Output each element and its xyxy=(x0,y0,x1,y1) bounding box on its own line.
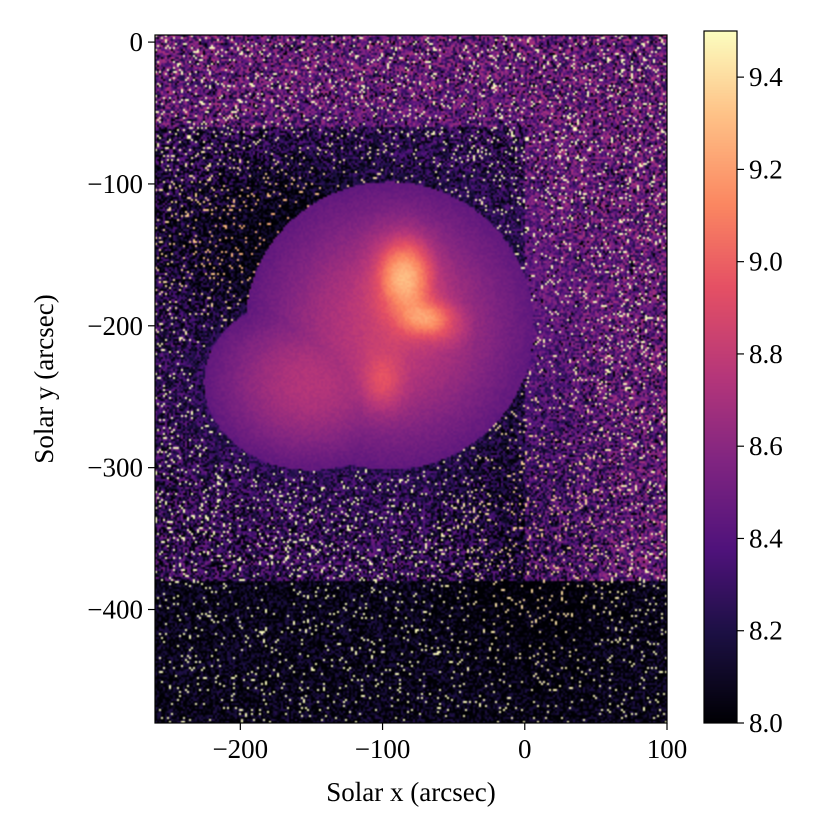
y-tick-label: −100 xyxy=(87,169,143,199)
colorbar-tick-label: 9.2 xyxy=(749,154,783,184)
colorbar-tick-label: 9.4 xyxy=(749,62,783,92)
x-tick-label: −100 xyxy=(355,734,411,764)
colorbar-tick-label: 8.6 xyxy=(749,431,783,461)
y-axis-ticks: 0 −100 −200 −300 −400 xyxy=(87,27,155,625)
x-tick-label: 0 xyxy=(518,734,532,764)
colorbar-ticks: 8.0 8.2 8.4 8.6 8.8 9.0 9.2 9.4 xyxy=(737,62,783,738)
plot-frame xyxy=(154,34,668,724)
x-tick-label: −200 xyxy=(212,734,268,764)
colorbar-tick-label: 8.4 xyxy=(749,523,783,553)
colorbar-gradient xyxy=(704,31,737,723)
y-axis-label: Solar y (arcsec) xyxy=(29,294,59,463)
x-axis-label: Solar x (arcsec) xyxy=(326,777,495,807)
y-tick-label: −200 xyxy=(87,311,143,341)
colorbar-tick-label: 8.8 xyxy=(749,339,783,369)
x-tick-label: 100 xyxy=(647,734,688,764)
x-axis-ticks: −200 −100 0 100 xyxy=(212,723,687,764)
y-tick-label: −400 xyxy=(87,595,143,625)
colorbar-frame xyxy=(703,30,738,724)
y-tick-label: −300 xyxy=(87,453,143,483)
colorbar-tick-label: 9.0 xyxy=(749,247,783,277)
y-tick-label: 0 xyxy=(130,27,144,57)
heatmap-image xyxy=(155,35,667,723)
colorbar-tick-label: 8.2 xyxy=(749,616,783,646)
colorbar-tick-label: 8.0 xyxy=(749,708,783,738)
